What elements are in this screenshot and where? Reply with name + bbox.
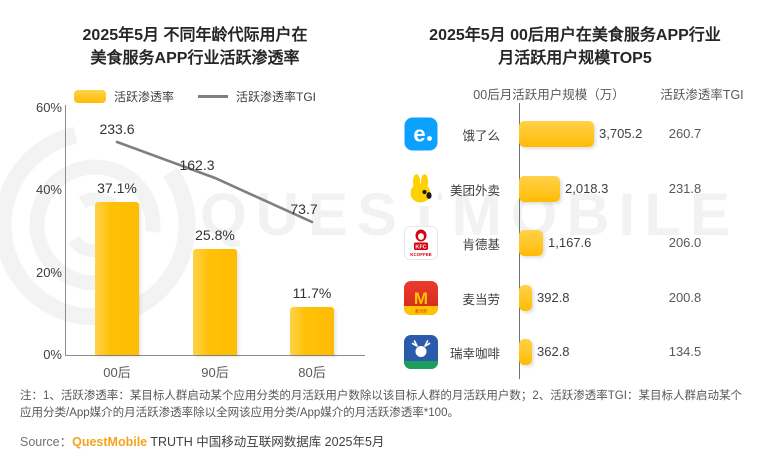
source-brand: QuestMobile <box>72 435 148 449</box>
y-axis-tick: 40% <box>35 182 62 198</box>
kfc-icon: KFC KCOFFEE <box>404 226 438 260</box>
mau-bar <box>519 230 543 256</box>
bar-value-label: 37.1% <box>97 180 137 196</box>
app-name-label: 饿了么 <box>462 129 500 143</box>
mcdonalds-icon: M 麦当劳 <box>404 281 438 315</box>
ranking-row: 瑞幸咖啡 362.8 134.5 <box>395 325 765 379</box>
ranking-row: KFC KCOFFEE 肯德基 1,167.6 206.0 <box>395 216 765 270</box>
penetration-bar-chart: 60% 40% 20% 0% 37.1% 00后 25.8% 90后 11.7% 80后 233.6… <box>20 100 370 385</box>
app-name-label: 肯德基 <box>462 238 500 252</box>
y-axis-tick: 60% <box>35 100 62 115</box>
bar-value-label: 11.7% <box>292 285 332 301</box>
mau-bar <box>519 176 560 202</box>
tgi-value-label: 260.7 <box>668 126 702 141</box>
tgi-value-label: 134.5 <box>668 344 702 359</box>
tgi-value-label: 73.7 <box>290 201 318 217</box>
eleme-icon: e <box>404 117 438 151</box>
mau-bar <box>519 121 594 147</box>
mau-value-label: 392.8 <box>537 290 570 305</box>
tgi-value-label: 206.0 <box>668 235 702 250</box>
left-chart-title: 2025年5月 不同年龄代际用户在 美食服务APP行业活跃渗透率 <box>20 24 370 70</box>
tgi-value-label: 231.8 <box>668 181 702 196</box>
footnote: 注：1、活跃渗透率：某目标人群启动某个应用分类的月活跃用户数除以该目标人群的月活… <box>20 390 742 419</box>
app-name-label: 麦当劳 <box>462 293 500 307</box>
tgi-value-label: 162.3 <box>179 157 215 173</box>
tgi-value-label: 200.8 <box>668 290 702 305</box>
questmobile-text-watermark: QUESTMOBILE <box>200 181 740 248</box>
y-axis-tick: 0% <box>43 347 62 362</box>
svg-text:M: M <box>414 289 428 308</box>
ranking-row: 美团外卖 2,018.3 231.8 <box>395 162 765 216</box>
svg-text:麦当劳: 麦当劳 <box>415 308 427 314</box>
svg-text:KFC: KFC <box>415 245 426 251</box>
svg-text:KCOFFEE: KCOFFEE <box>410 252 432 257</box>
top5-ranking-chart: e 饿了么 3,705.2 260.7 美团外卖 2,018.3 231.8 KFC KCOFF… <box>395 103 765 388</box>
right-chart-title: 2025年5月 00后用户在美食服务APP行业 月活跃用户规模TOP5 <box>385 24 765 70</box>
x-axis-category-label: 80后 <box>298 365 326 380</box>
legend-label-penetration: 活跃渗透率 <box>113 90 174 104</box>
column-header-mau: 00后月活跃用户规模（万） <box>473 88 625 102</box>
mau-bar <box>519 339 532 365</box>
tgi-line-series <box>115 140 314 224</box>
mau-value-label: 3,705.2 <box>599 126 643 141</box>
svg-text:e: e <box>413 122 425 147</box>
tgi-value-label: 233.6 <box>99 121 135 137</box>
ranking-row: M 麦当劳 麦当劳 392.8 200.8 <box>395 271 765 325</box>
penetration-bar <box>95 202 139 355</box>
meituan-icon <box>404 172 438 206</box>
source-rest: TRUTH 中国移动互联网数据库 2025年5月 <box>147 435 385 449</box>
right-chart-title-line1: 2025年5月 00后用户在美食服务APP行业 <box>429 27 721 44</box>
line-legend-mark-icon <box>198 95 228 98</box>
y-axis-tick: 20% <box>35 264 62 280</box>
penetration-bar <box>193 249 237 355</box>
bar-value-label: 25.8% <box>195 227 235 243</box>
left-chart-title-line1: 2025年5月 不同年龄代际用户在 <box>82 27 308 44</box>
x-axis-category-label: 90后 <box>201 365 229 380</box>
y-axis-line <box>65 105 66 355</box>
mau-bar <box>519 285 532 311</box>
x-axis-line <box>65 355 365 356</box>
mau-value-label: 362.8 <box>537 344 570 359</box>
right-chart-title-line2: 月活跃用户规模TOP5 <box>498 50 652 67</box>
app-name-label: 瑞幸咖啡 <box>449 347 500 361</box>
luckin-icon <box>404 335 438 369</box>
mau-value-label: 2,018.3 <box>565 181 609 196</box>
column-header-tgi: 活跃渗透率TGI <box>660 88 744 102</box>
mau-value-label: 1,167.6 <box>548 235 592 250</box>
bar-legend-swatch-icon <box>73 90 106 103</box>
source-line: Source：QuestMobile TRUTH 中国移动互联网数据库 2025… <box>20 431 384 450</box>
left-chart-title-line2: 美食服务APP行业活跃渗透率 <box>90 50 300 67</box>
source-prefix: Source： <box>20 435 73 449</box>
legend-label-tgi: 活跃渗透率TGI <box>236 90 316 104</box>
app-name-label: 美团外卖 <box>449 184 500 198</box>
ranking-column-headers: 00后月活跃用户规模（万） 活跃渗透率TGI <box>455 84 761 103</box>
ranking-row: e 饿了么 3,705.2 260.7 <box>395 107 765 161</box>
left-chart-legend: 活跃渗透率 活跃渗透率TGI <box>20 88 370 105</box>
penetration-bar <box>290 307 334 355</box>
x-axis-category-label: 00后 <box>103 365 131 380</box>
